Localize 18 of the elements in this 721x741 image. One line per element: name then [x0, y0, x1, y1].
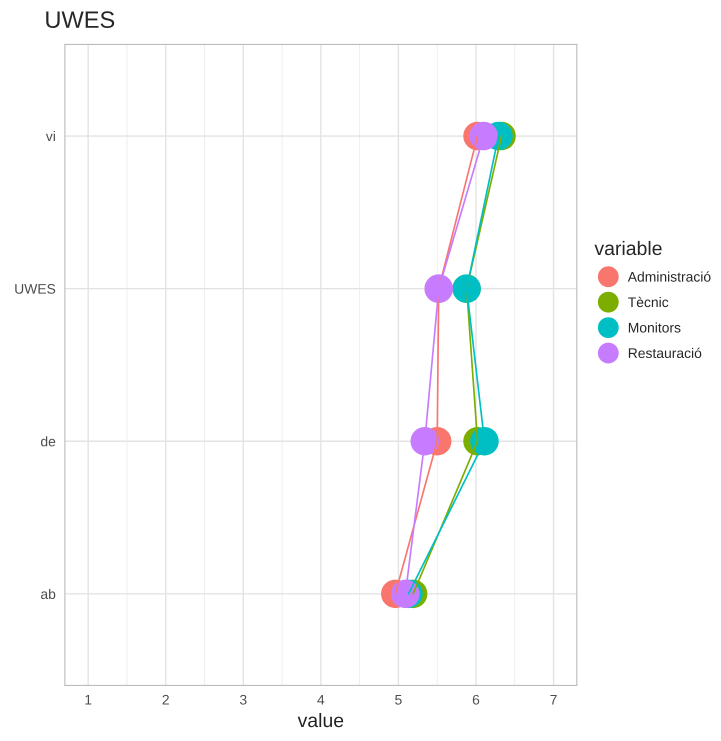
legend-label: Administració: [628, 271, 711, 282]
legend-label: Restauració: [628, 348, 702, 358]
x-tick-label: 6: [472, 694, 480, 705]
x-tick-label: 1: [85, 694, 92, 705]
y-tick-label: UWES: [15, 284, 56, 294]
x-tick-label: 3: [240, 694, 247, 705]
x-tick-label: 2: [162, 694, 169, 705]
legend-label: Monitors: [628, 322, 681, 333]
legend-label: Tècnic: [628, 296, 668, 308]
legend-title: variable: [594, 240, 662, 256]
y-tick-label: ab: [41, 588, 56, 600]
x-tick-label: 7: [550, 694, 557, 705]
point: [469, 122, 498, 150]
x-axis-title: value: [298, 712, 344, 728]
y-tick-label: de: [41, 436, 56, 446]
x-tick-label: 5: [395, 694, 402, 705]
y-tick-label: vi: [46, 130, 55, 142]
x-tick-label: 4: [317, 694, 324, 705]
